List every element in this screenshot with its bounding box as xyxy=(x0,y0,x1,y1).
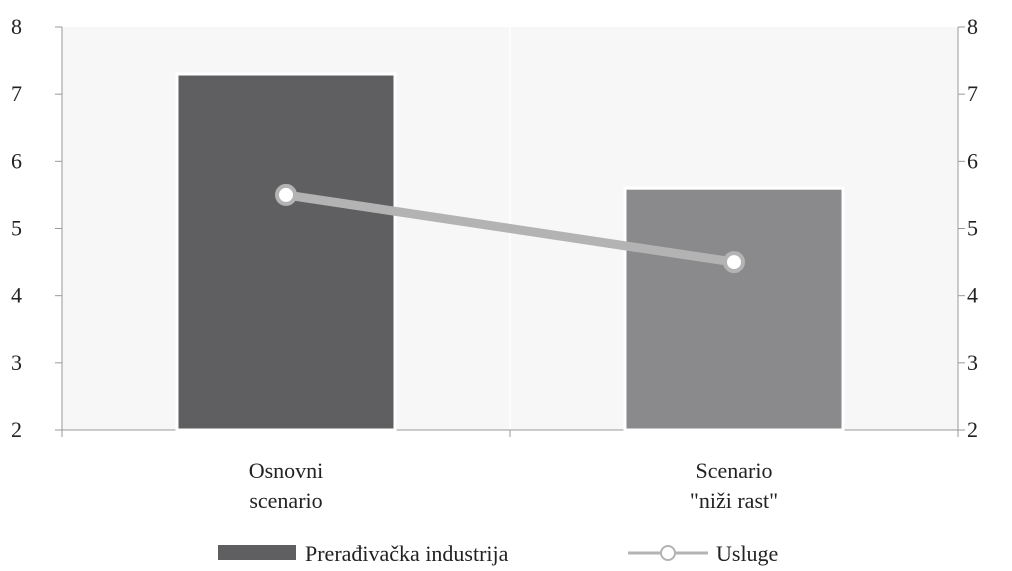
y-tick-label-right: 7 xyxy=(967,81,978,106)
y-tick-label-left: 5 xyxy=(11,216,22,241)
x-tick-label: Scenario "niži rast" xyxy=(690,458,778,513)
y-tick-label-right: 8 xyxy=(967,14,978,39)
x-tick-label-line: scenario xyxy=(249,488,322,513)
line-point xyxy=(275,183,297,206)
x-tick-label-line: Osnovni xyxy=(249,458,324,483)
legend-swatch-marker xyxy=(660,545,676,561)
y-tick-label-right: 6 xyxy=(967,148,978,173)
y-tick-label-right: 5 xyxy=(967,216,978,241)
bar xyxy=(175,72,397,432)
bar xyxy=(623,186,845,432)
legend-swatch-bar xyxy=(218,545,296,560)
y-tick-label-left: 4 xyxy=(11,283,22,308)
y-tick-label-right: 3 xyxy=(967,350,978,375)
y-tick-label-right: 2 xyxy=(967,417,978,442)
legend-label: Prerađivačka industrija xyxy=(305,541,509,566)
line-point xyxy=(723,251,745,274)
y-tick-label-left: 7 xyxy=(11,81,22,106)
series-line-usluge xyxy=(281,190,739,267)
y-tick-label-left: 2 xyxy=(11,417,22,442)
y-tick-label-left: 6 xyxy=(11,148,22,173)
legend-label: Usluge xyxy=(716,541,778,566)
y-tick-label-left: 8 xyxy=(11,14,22,39)
legend: Prerađivačka industrija Usluge xyxy=(218,541,778,566)
x-tick-label-line: Scenario xyxy=(696,458,773,483)
y-tick-label-left: 3 xyxy=(11,350,22,375)
y-tick-label-right: 4 xyxy=(967,283,978,308)
x-tick-label-line: "niži rast" xyxy=(690,488,778,513)
x-tick-label: Osnovni scenario xyxy=(249,458,324,513)
